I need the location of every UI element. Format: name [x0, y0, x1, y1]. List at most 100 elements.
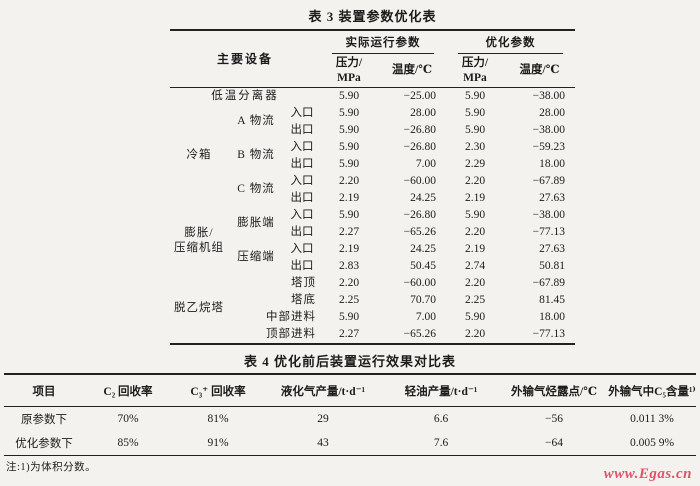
port-cell: 入口 [290, 106, 314, 119]
port-cell: 出口 [290, 225, 314, 238]
pressure-cell: 2.27 [338, 327, 360, 340]
pressure-cell: 2.20 [464, 276, 486, 289]
temperature-cell: −67.89 [532, 174, 565, 187]
dew-point-cell: −56 [545, 412, 563, 425]
temperature-header-optimized: 温度/℃ [504, 55, 575, 88]
temperature-header-actual: 温度/℃ [378, 55, 446, 88]
equipment-cell: 冷箱 [186, 149, 212, 162]
temperature-cell: −65.26 [403, 225, 436, 238]
table4-header-light-oil-output: 轻油产量/t·d⁻¹ [382, 373, 500, 407]
pressure-cell: 5.90 [338, 140, 360, 153]
port-cell: 出口 [290, 157, 314, 170]
actual-params-label: 实际运行参数 [332, 32, 434, 54]
pressure-cell: 2.20 [338, 174, 360, 187]
temperature-cell: −65.26 [403, 327, 436, 340]
stream-cell: A 物流 [237, 115, 275, 128]
dew-point-cell: −64 [545, 436, 563, 449]
pressure-cell: 2.20 [464, 174, 486, 187]
equipment-cell: 脱乙烷塔 [174, 302, 224, 315]
pressure-cell: 2.20 [464, 327, 486, 340]
stream-cell: 压缩端 [237, 251, 275, 264]
pressure-cell: 2.83 [338, 259, 360, 272]
pressure-cell: 5.90 [338, 89, 360, 102]
table3-row: 膨胀/ 压缩机组 膨胀端 入口 5.90 −26.80 5.90 −38.00 [170, 207, 575, 254]
footnote: 注:1)为体积分数。 [6, 461, 97, 473]
temperature-cell: 28.00 [539, 106, 565, 119]
port-cell: 入口 [290, 174, 314, 187]
pressure-cell: 2.19 [338, 242, 360, 255]
c3-recovery-cell: 91% [207, 436, 229, 449]
c3-recovery-cell: 81% [207, 412, 229, 425]
temperature-cell: 27.63 [539, 191, 565, 204]
temperature-cell: −60.00 [403, 174, 436, 187]
table4: 项目 C₂ 回收率 C₃⁺ 回收率 液化气产量/t·d⁻¹ 轻油产量/t·d⁻¹… [4, 372, 696, 456]
watermark: www.Egas.cn [603, 466, 692, 482]
pressure-cell: 2.30 [464, 140, 486, 153]
pressure-header-actual: 压力/ MPa [320, 55, 378, 88]
temperature-cell: −38.00 [532, 89, 565, 102]
table4-row: 优化参数下 85% 91% 43 7.6 −64 0.005 9% [4, 431, 696, 456]
pressure-cell: 5.90 [464, 106, 486, 119]
temperature-cell: 7.00 [415, 157, 436, 170]
pressure-cell: 5.90 [338, 106, 360, 119]
temperature-cell: −77.13 [532, 225, 565, 238]
temperature-cell: −60.00 [403, 276, 436, 289]
pressure-cell: 5.90 [464, 89, 486, 102]
temperature-cell: 24.25 [410, 242, 436, 255]
pressure-cell: 2.25 [464, 293, 486, 306]
table4-header-row: 项目 C₂ 回收率 C₃⁺ 回收率 液化气产量/t·d⁻¹ 轻油产量/t·d⁻¹… [4, 373, 696, 407]
table4-header-c2-recovery: C₂ 回收率 [84, 373, 172, 407]
table3-row: 出口 2.19 24.25 2.19 27.63 [170, 190, 575, 207]
temperature-cell: −25.00 [403, 89, 436, 102]
pressure-cell: 5.90 [338, 123, 360, 136]
table3-row: B 物流 入口 5.90 −26.80 2.30 −59.23 [170, 139, 575, 162]
pressure-cell: 5.90 [338, 157, 360, 170]
temperature-cell: 81.45 [539, 293, 565, 306]
table3-row: 中部进料 5.90 7.00 5.90 18.00 [170, 309, 575, 326]
stream-cell: 顶部进料 [266, 327, 316, 340]
table3-header-actual-params: 实际运行参数 [320, 30, 446, 55]
pressure-cell: 2.19 [464, 242, 486, 255]
c2-recovery-cell: 85% [117, 436, 139, 449]
pressure-cell: 2.27 [338, 225, 360, 238]
pressure-cell: 5.90 [338, 310, 360, 323]
temperature-cell: 70.70 [410, 293, 436, 306]
port-cell: 出口 [290, 123, 314, 136]
port-cell: 入口 [290, 242, 314, 255]
pressure-cell: 5.90 [338, 208, 360, 221]
equipment-cell: 低温分离器 [211, 89, 279, 102]
pressure-header-optimized: 压力/ MPa [446, 55, 504, 88]
temperature-cell: 18.00 [539, 157, 565, 170]
port-cell: 出口 [290, 191, 314, 204]
pressure-cell: 5.90 [464, 208, 486, 221]
pressure-cell: 2.20 [464, 225, 486, 238]
temperature-cell: 18.00 [539, 310, 565, 323]
lpg-output-cell: 43 [317, 436, 329, 449]
table3-row: 低温分离器 5.90 −25.00 5.90 −38.00 [170, 87, 575, 105]
pressure-cell: 2.74 [464, 259, 486, 272]
table4-title: 表 4 优化前后装置运行效果对比表 [243, 353, 456, 369]
pressure-cell: 2.19 [338, 191, 360, 204]
temperature-cell: −59.23 [532, 140, 565, 153]
table4-header-dew-point: 外输气烃露点/℃ [500, 373, 608, 407]
temperature-cell: 24.25 [410, 191, 436, 204]
temperature-cell: 50.81 [539, 259, 565, 272]
port-cell: 出口 [290, 259, 314, 272]
table3-row: 脱乙烷塔 塔顶 2.20 −60.00 2.20 −67.89 [170, 275, 575, 315]
table3-row: 压缩端 入口 2.19 24.25 2.19 27.63 [170, 241, 575, 264]
optimized-params-label: 优化参数 [458, 32, 563, 54]
table4-header-lpg-output: 液化气产量/t·d⁻¹ [264, 373, 382, 407]
pressure-cell: 5.90 [464, 123, 486, 136]
table3-title: 表 3 装置参数优化表 [308, 9, 437, 24]
table3-row: 塔底 2.25 70.70 2.25 81.45 [170, 292, 575, 309]
pressure-cell: 2.20 [338, 276, 360, 289]
table3-row: 顶部进料 2.27 −65.26 2.20 −77.13 [170, 326, 575, 344]
stream-cell: 膨胀端 [237, 217, 275, 230]
table3-row: 出口 2.27 −65.26 2.20 −77.13 [170, 224, 575, 241]
stream-cell: C 物流 [237, 183, 275, 196]
port-cell: 入口 [290, 208, 314, 221]
pressure-cell: 5.90 [464, 310, 486, 323]
temperature-cell: 7.00 [415, 310, 436, 323]
temperature-cell: 50.45 [410, 259, 436, 272]
